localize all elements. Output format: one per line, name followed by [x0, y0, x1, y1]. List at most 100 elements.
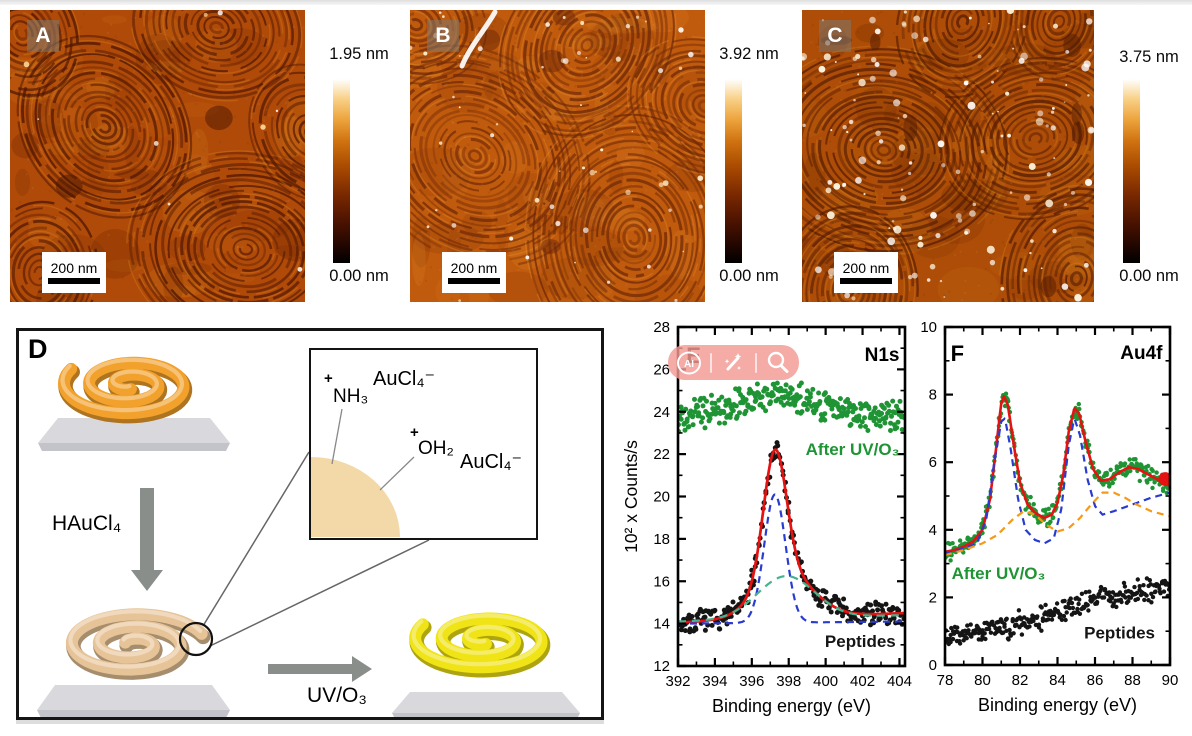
treatment-label-uvo3: UV/O₃: [307, 684, 367, 707]
x-tick-label: 80: [974, 672, 991, 689]
charge-plus-1: +: [324, 370, 333, 387]
y-tick-label: 20: [653, 489, 670, 506]
ai-overlay-toolbar[interactable]: AI: [668, 345, 799, 380]
plot-area: [678, 380, 905, 635]
x-tick-label: 84: [1049, 672, 1066, 689]
annotation-label: F: [951, 341, 964, 366]
panel-label-c: C: [819, 20, 851, 52]
x-axis-label: Binding energy (eV): [712, 696, 871, 716]
y-tick-label: 2: [929, 589, 937, 606]
fit-line: [945, 394, 1170, 554]
x-tick-label: 82: [1012, 672, 1029, 689]
xps-chart-n1s: 392 394 396 398 400 402 404 12 14 16 18 20 22 24 26 28 B…: [622, 319, 912, 716]
x-tick-label: 402: [850, 673, 875, 690]
x-tick-label: 398: [776, 673, 801, 690]
afm-image-c: [802, 10, 1094, 302]
panel-letter: B: [435, 24, 451, 47]
figure-top-edge: [0, 0, 1192, 5]
annotation-label: N1s: [865, 345, 900, 366]
charge-plus-2: +: [410, 424, 419, 441]
y-tick-label: 18: [653, 531, 670, 548]
colorbar-min-b: 0.00 nm: [719, 267, 779, 285]
fit-line: [678, 448, 905, 624]
magic-pen-icon[interactable]: [718, 349, 748, 377]
y-tick-label: 12: [653, 658, 670, 675]
y-axis-label: 10² x Counts/s: [622, 440, 641, 553]
colorbar-min-c: 0.00 nm: [1119, 267, 1179, 285]
scale-bar-line: [840, 278, 892, 284]
scale-bar-b: 200 nm: [442, 252, 506, 293]
counterion-label-2: AuCl₄⁻: [460, 451, 523, 473]
fit-line: [945, 417, 1170, 555]
afm-image-b: [410, 10, 705, 302]
annotation-label: Au4f: [1120, 343, 1163, 364]
afm-panel-a: A 200 nm: [10, 10, 305, 302]
x-tick-label: 78: [937, 672, 954, 689]
x-tick-label: 394: [702, 673, 727, 690]
y-tick-label: 14: [653, 616, 670, 633]
x-tick-label: 392: [665, 673, 690, 690]
schematic-drawing: [16, 328, 604, 720]
panel-letter: C: [827, 24, 843, 47]
ai-badge[interactable]: AI: [674, 349, 704, 377]
annotation-label: After UV/O₃: [952, 564, 1046, 583]
y-tick-label: 16: [653, 573, 670, 590]
schematic-panel-d: D HAuCl₄ UV/O₃ + NH₃ AuCl₄⁻ + OH₂ AuCl₄⁻: [16, 328, 604, 720]
counterion-label-1: AuCl₄⁻: [373, 368, 436, 390]
colorbar-a: [333, 79, 350, 263]
scale-bar-a: 200 nm: [42, 252, 106, 293]
scale-bar-label: 200 nm: [450, 260, 498, 276]
colorbar-max-c: 3.75 nm: [1119, 48, 1179, 66]
inset-surface-drawing: [311, 408, 415, 537]
x-tick-label: 400: [813, 673, 838, 690]
scale-bar-label: 200 nm: [50, 260, 98, 276]
y-tick-label: 8: [929, 387, 937, 404]
x-tick-label: 86: [1087, 672, 1104, 689]
fit-line: [678, 575, 905, 623]
y-tick-label: 4: [929, 522, 937, 539]
x-tick-label: 90: [1162, 672, 1179, 689]
y-tick-label: 28: [653, 319, 670, 336]
x-tick-label: 88: [1124, 672, 1141, 689]
fit-line: [678, 493, 905, 625]
panel-letter: A: [35, 24, 51, 47]
plot-area: [945, 391, 1170, 647]
xps-chart-au4f: 78 80 82 84 86 88 90 0 2 4 6 8 10 Binding energy (eV)…: [920, 319, 1179, 715]
afm-panel-b: B 200 nm: [410, 10, 705, 302]
scale-bar-line: [448, 278, 500, 284]
x-axis-label: Binding energy (eV): [978, 695, 1137, 715]
artifact-marker: [1158, 472, 1170, 487]
annotation-label: After UV/O₃: [806, 440, 900, 459]
colorbar-b: [725, 79, 742, 263]
scale-bar-line: [48, 278, 100, 284]
colorbar-min-a: 0.00 nm: [329, 267, 389, 285]
x-tick-label: 404: [887, 673, 912, 690]
afm-panel-c: C 200 nm: [802, 10, 1097, 302]
scale-bar-c: 200 nm: [834, 252, 898, 293]
reagent-label-haucl4: HAuCl₄: [52, 512, 122, 535]
scatter-series: [945, 576, 1170, 647]
colorbar-max-a: 1.95 nm: [329, 45, 389, 63]
y-tick-label: 0: [929, 657, 937, 674]
y-tick-label: 10: [920, 319, 937, 336]
panel-label-b: B: [427, 20, 459, 52]
colorbar-c: [1123, 79, 1140, 263]
hydroxyl-site-label: OH₂: [418, 438, 454, 459]
toolbar-separator: [754, 352, 757, 373]
y-tick-label: 24: [653, 404, 670, 421]
colorbar-max-b: 3.92 nm: [719, 45, 779, 63]
amine-site-label: NH₃: [333, 386, 369, 407]
x-tick-label: 396: [739, 673, 764, 690]
y-tick-label: 6: [929, 454, 937, 471]
y-tick-label: 22: [653, 446, 670, 463]
scatter-series: [678, 380, 905, 435]
panel-label-a: A: [27, 20, 59, 52]
toolbar-separator: [710, 352, 713, 373]
annotation-label: Peptides: [825, 632, 896, 651]
scale-bar-label: 200 nm: [842, 260, 890, 276]
ai-badge-text: AI: [684, 359, 694, 370]
scatter-series: [678, 440, 905, 635]
search-icon[interactable]: [763, 349, 793, 377]
y-tick-label: 26: [653, 361, 670, 378]
